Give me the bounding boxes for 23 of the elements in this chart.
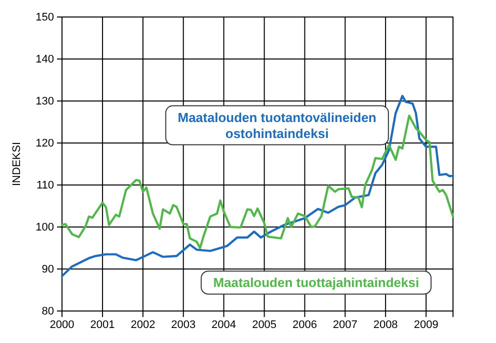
- y-axis-title: INDEKSI: [11, 142, 23, 186]
- y-tick-label: 120: [36, 138, 54, 150]
- x-tick-label: 2009: [414, 318, 438, 331]
- x-tick-label: 2006: [292, 318, 317, 331]
- x-tick-label: 2005: [252, 318, 277, 331]
- x-tick-label: 2000: [50, 318, 74, 331]
- y-tick-label: 130: [36, 96, 54, 108]
- x-tick-label: 2003: [171, 318, 196, 331]
- y-tick-label: 100: [36, 222, 54, 234]
- y-tick-label: 140: [36, 54, 54, 66]
- y-tick-label: 80: [42, 306, 54, 318]
- x-tick-label: 2008: [373, 318, 398, 331]
- x-tick-label: 2002: [130, 318, 156, 331]
- series-label: Maatalouden tuotantovälineiden ostohintaindeksi: [178, 110, 376, 141]
- y-tick-label: 90: [42, 264, 54, 276]
- x-tick-label: 2004: [212, 318, 236, 331]
- text: Maatalouden tuottajahintaindeksi: [213, 275, 420, 290]
- x-tick-label: 2007: [332, 318, 358, 331]
- line-series: [60, 114, 454, 250]
- line-series: [60, 94, 454, 278]
- y-tick-label: 110: [36, 180, 54, 192]
- x-tick-label: 2001: [90, 318, 115, 331]
- y-tick-label: 150: [36, 12, 54, 24]
